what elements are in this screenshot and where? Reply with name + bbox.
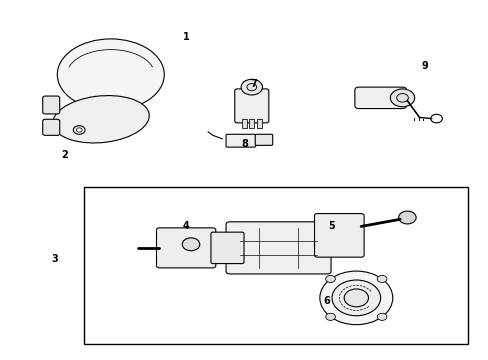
Bar xyxy=(256,119,261,128)
Bar xyxy=(249,119,254,128)
Text: 5: 5 xyxy=(328,221,335,231)
Text: 7: 7 xyxy=(250,78,257,89)
Text: 9: 9 xyxy=(420,61,427,71)
FancyBboxPatch shape xyxy=(42,96,60,114)
FancyBboxPatch shape xyxy=(156,228,215,268)
Circle shape xyxy=(376,275,386,283)
Circle shape xyxy=(325,275,335,283)
Circle shape xyxy=(325,313,335,320)
FancyBboxPatch shape xyxy=(225,134,255,147)
Text: 8: 8 xyxy=(241,139,247,149)
Circle shape xyxy=(73,126,85,134)
Circle shape xyxy=(389,89,414,107)
Circle shape xyxy=(182,238,200,251)
FancyBboxPatch shape xyxy=(314,213,364,257)
Ellipse shape xyxy=(53,95,149,143)
Circle shape xyxy=(319,271,392,325)
Circle shape xyxy=(344,289,368,307)
Text: 6: 6 xyxy=(323,296,330,306)
FancyBboxPatch shape xyxy=(354,87,406,109)
Text: 1: 1 xyxy=(183,32,189,42)
Text: 4: 4 xyxy=(183,221,189,231)
FancyBboxPatch shape xyxy=(225,222,330,274)
FancyBboxPatch shape xyxy=(255,134,272,145)
Bar xyxy=(84,187,467,344)
Text: 3: 3 xyxy=(51,253,58,264)
Bar xyxy=(242,119,246,128)
FancyBboxPatch shape xyxy=(234,89,268,123)
Text: 2: 2 xyxy=(61,150,68,160)
Circle shape xyxy=(398,211,415,224)
FancyBboxPatch shape xyxy=(210,232,244,264)
Circle shape xyxy=(331,280,380,316)
Circle shape xyxy=(376,313,386,320)
FancyBboxPatch shape xyxy=(42,119,60,135)
Ellipse shape xyxy=(57,39,164,111)
Circle shape xyxy=(241,79,262,95)
